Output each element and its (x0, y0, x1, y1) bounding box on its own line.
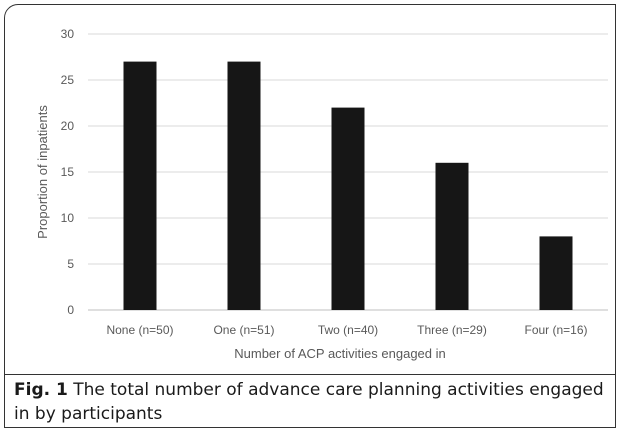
y-tick-label: 15 (61, 165, 75, 179)
y-tick-label: 0 (67, 303, 74, 317)
x-tick-label: Two (n=40) (318, 323, 378, 337)
caption-figure-label: Fig. 1 (14, 380, 68, 400)
bar (435, 162, 469, 310)
figure-caption: Fig. 1 The total number of advance care … (14, 378, 604, 426)
y-tick-labels: 0 5 10 15 20 25 30 (61, 27, 75, 317)
x-tick-label: Four (n=16) (524, 323, 587, 337)
caption-text: The total number of advance care plannin… (14, 380, 604, 424)
x-tick-label: None (n=50) (106, 323, 173, 337)
x-tick-label: One (n=51) (213, 323, 274, 337)
bar (539, 236, 573, 310)
y-tick-label: 30 (61, 27, 75, 41)
y-tick-label: 20 (61, 119, 75, 133)
bar (227, 61, 261, 310)
x-tick-label: Three (n=29) (417, 323, 487, 337)
bar-chart: 0 5 10 15 20 25 30 None (n=50) One (n=51) Two (n… (35, 27, 608, 361)
y-tick-label: 5 (67, 257, 74, 271)
bar (123, 61, 157, 310)
y-tick-label: 25 (61, 73, 75, 87)
x-axis-label: Number of ACP activities engaged in (234, 346, 446, 361)
x-tick-labels: None (n=50) One (n=51) Two (n=40) Three (n=… (106, 323, 587, 337)
caption-divider (4, 374, 616, 375)
bar (331, 107, 365, 310)
y-tick-label: 10 (61, 211, 75, 225)
bars (123, 61, 573, 310)
y-axis-label: Proportion of inpatients (35, 105, 50, 239)
figure-frame (4, 4, 616, 428)
